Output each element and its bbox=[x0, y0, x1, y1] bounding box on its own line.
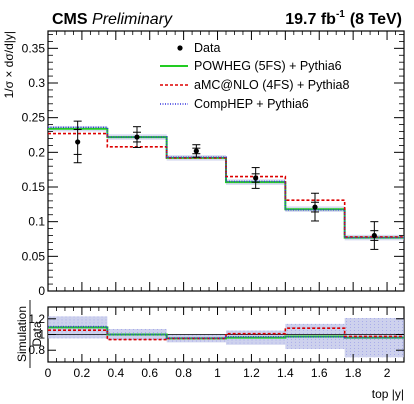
ratio-series-comphep bbox=[48, 325, 404, 339]
ratio-xtick-label-0: 0 bbox=[45, 366, 52, 380]
data-point-5 bbox=[371, 232, 377, 239]
main-ytick-label-5: 0.25 bbox=[22, 111, 46, 125]
main-ytick-label-4: 0.2 bbox=[28, 145, 45, 159]
ratio-xtick-label-3: 0.6 bbox=[141, 366, 158, 380]
ratio-xtick-label-9: 1.8 bbox=[345, 366, 362, 380]
x-axis-label: top |y| bbox=[372, 387, 404, 401]
legend-entry-powheg: POWHEG (5FS) + Pythia6 bbox=[160, 59, 342, 73]
data-points bbox=[73, 120, 379, 250]
ratio-y-label-denominator: Data bbox=[30, 321, 44, 347]
lumi-label: 19.7 fb-1 (8 TeV) bbox=[285, 9, 402, 28]
ratio-x-axis: 0 0.2 0.4 0.6 0.8 1 1.2 1.4 1.6 1.8 2 bbox=[45, 307, 396, 380]
main-ytick-label-1: 0.05 bbox=[22, 249, 46, 263]
ratio-xtick-label-1: 0.2 bbox=[74, 366, 91, 380]
ratio-xtick-label-7: 1.4 bbox=[277, 366, 294, 380]
data-point-2 bbox=[193, 148, 199, 154]
ratio-series bbox=[48, 325, 404, 341]
main-uncertainty-band bbox=[48, 125, 404, 241]
legend-label-amcnlo: aMC@NLO (4FS) + Pythia8 bbox=[194, 78, 349, 92]
legend: Data POWHEG (5FS) + Pythia6 aMC@NLO (4FS… bbox=[160, 41, 349, 111]
ratio-xtick-label-8: 1.6 bbox=[311, 366, 328, 380]
main-series-amcnlo bbox=[48, 132, 404, 238]
ratio-xtick-label-4: 0.8 bbox=[175, 366, 192, 380]
legend-entry-amcnlo: aMC@NLO (4FS) + Pythia8 bbox=[160, 78, 349, 92]
ratio-y-label-numerator: Simulation bbox=[15, 306, 29, 362]
ratio-y-axis-label: Simulation Data bbox=[15, 300, 44, 368]
ratio-xtick-label-5: 1 bbox=[214, 366, 221, 380]
data-point-1 bbox=[134, 134, 140, 140]
ratio-ytick-label-0: 0.8 bbox=[28, 343, 45, 357]
main-ytick-label-2: 0.1 bbox=[28, 215, 45, 229]
ratio-ytick-label-1: 1 bbox=[38, 328, 45, 342]
ratio-ytick-label-2: 1.2 bbox=[28, 312, 45, 326]
main-ytick-label-0: 0 bbox=[38, 284, 45, 298]
legend-entry-data: Data bbox=[177, 41, 220, 55]
legend-label-powheg: POWHEG (5FS) + Pythia6 bbox=[194, 59, 342, 73]
main-y-axis-label: 1/σ × dσ/d|y| bbox=[2, 31, 16, 98]
main-panel: 0 0.05 0.1 0.15 0.2 0.25 0.3 0.35 1/σ × dσ/d|y|… bbox=[2, 30, 405, 298]
main-x-axis bbox=[47, 31, 396, 291]
ratio-xtick-label-2: 0.4 bbox=[107, 366, 124, 380]
data-point-3 bbox=[253, 175, 259, 181]
main-ytick-label-7: 0.35 bbox=[22, 41, 46, 55]
experiment-label: CMS Preliminary bbox=[52, 11, 173, 28]
main-y-axis: 0 0.05 0.1 0.15 0.2 0.25 0.3 0.35 bbox=[22, 34, 404, 298]
ratio-y-axis: 0.81 1.2 bbox=[28, 312, 404, 357]
ratio-xtick-label-10: 2 bbox=[384, 366, 391, 380]
legend-label-data: Data bbox=[194, 41, 220, 55]
ratio-xtick-label-6: 1.2 bbox=[243, 366, 260, 380]
legend-entry-comphep: CompHEP + Pythia6 bbox=[160, 97, 309, 111]
status-label: Preliminary bbox=[92, 11, 173, 28]
main-series bbox=[48, 126, 404, 239]
legend-label-comphep: CompHEP + Pythia6 bbox=[194, 97, 309, 111]
data-point-4 bbox=[312, 204, 318, 210]
main-ytick-label-6: 0.3 bbox=[28, 76, 45, 90]
legend-marker-data bbox=[177, 45, 183, 51]
main-ytick-label-3: 0.15 bbox=[22, 180, 46, 194]
ratio-panel: 0.811.2 0 0.2 0.4 0.6 0.8 1 1.2 1.4 1.6 1.8 2 Simu… bbox=[15, 300, 405, 401]
data-point-0 bbox=[75, 139, 81, 145]
